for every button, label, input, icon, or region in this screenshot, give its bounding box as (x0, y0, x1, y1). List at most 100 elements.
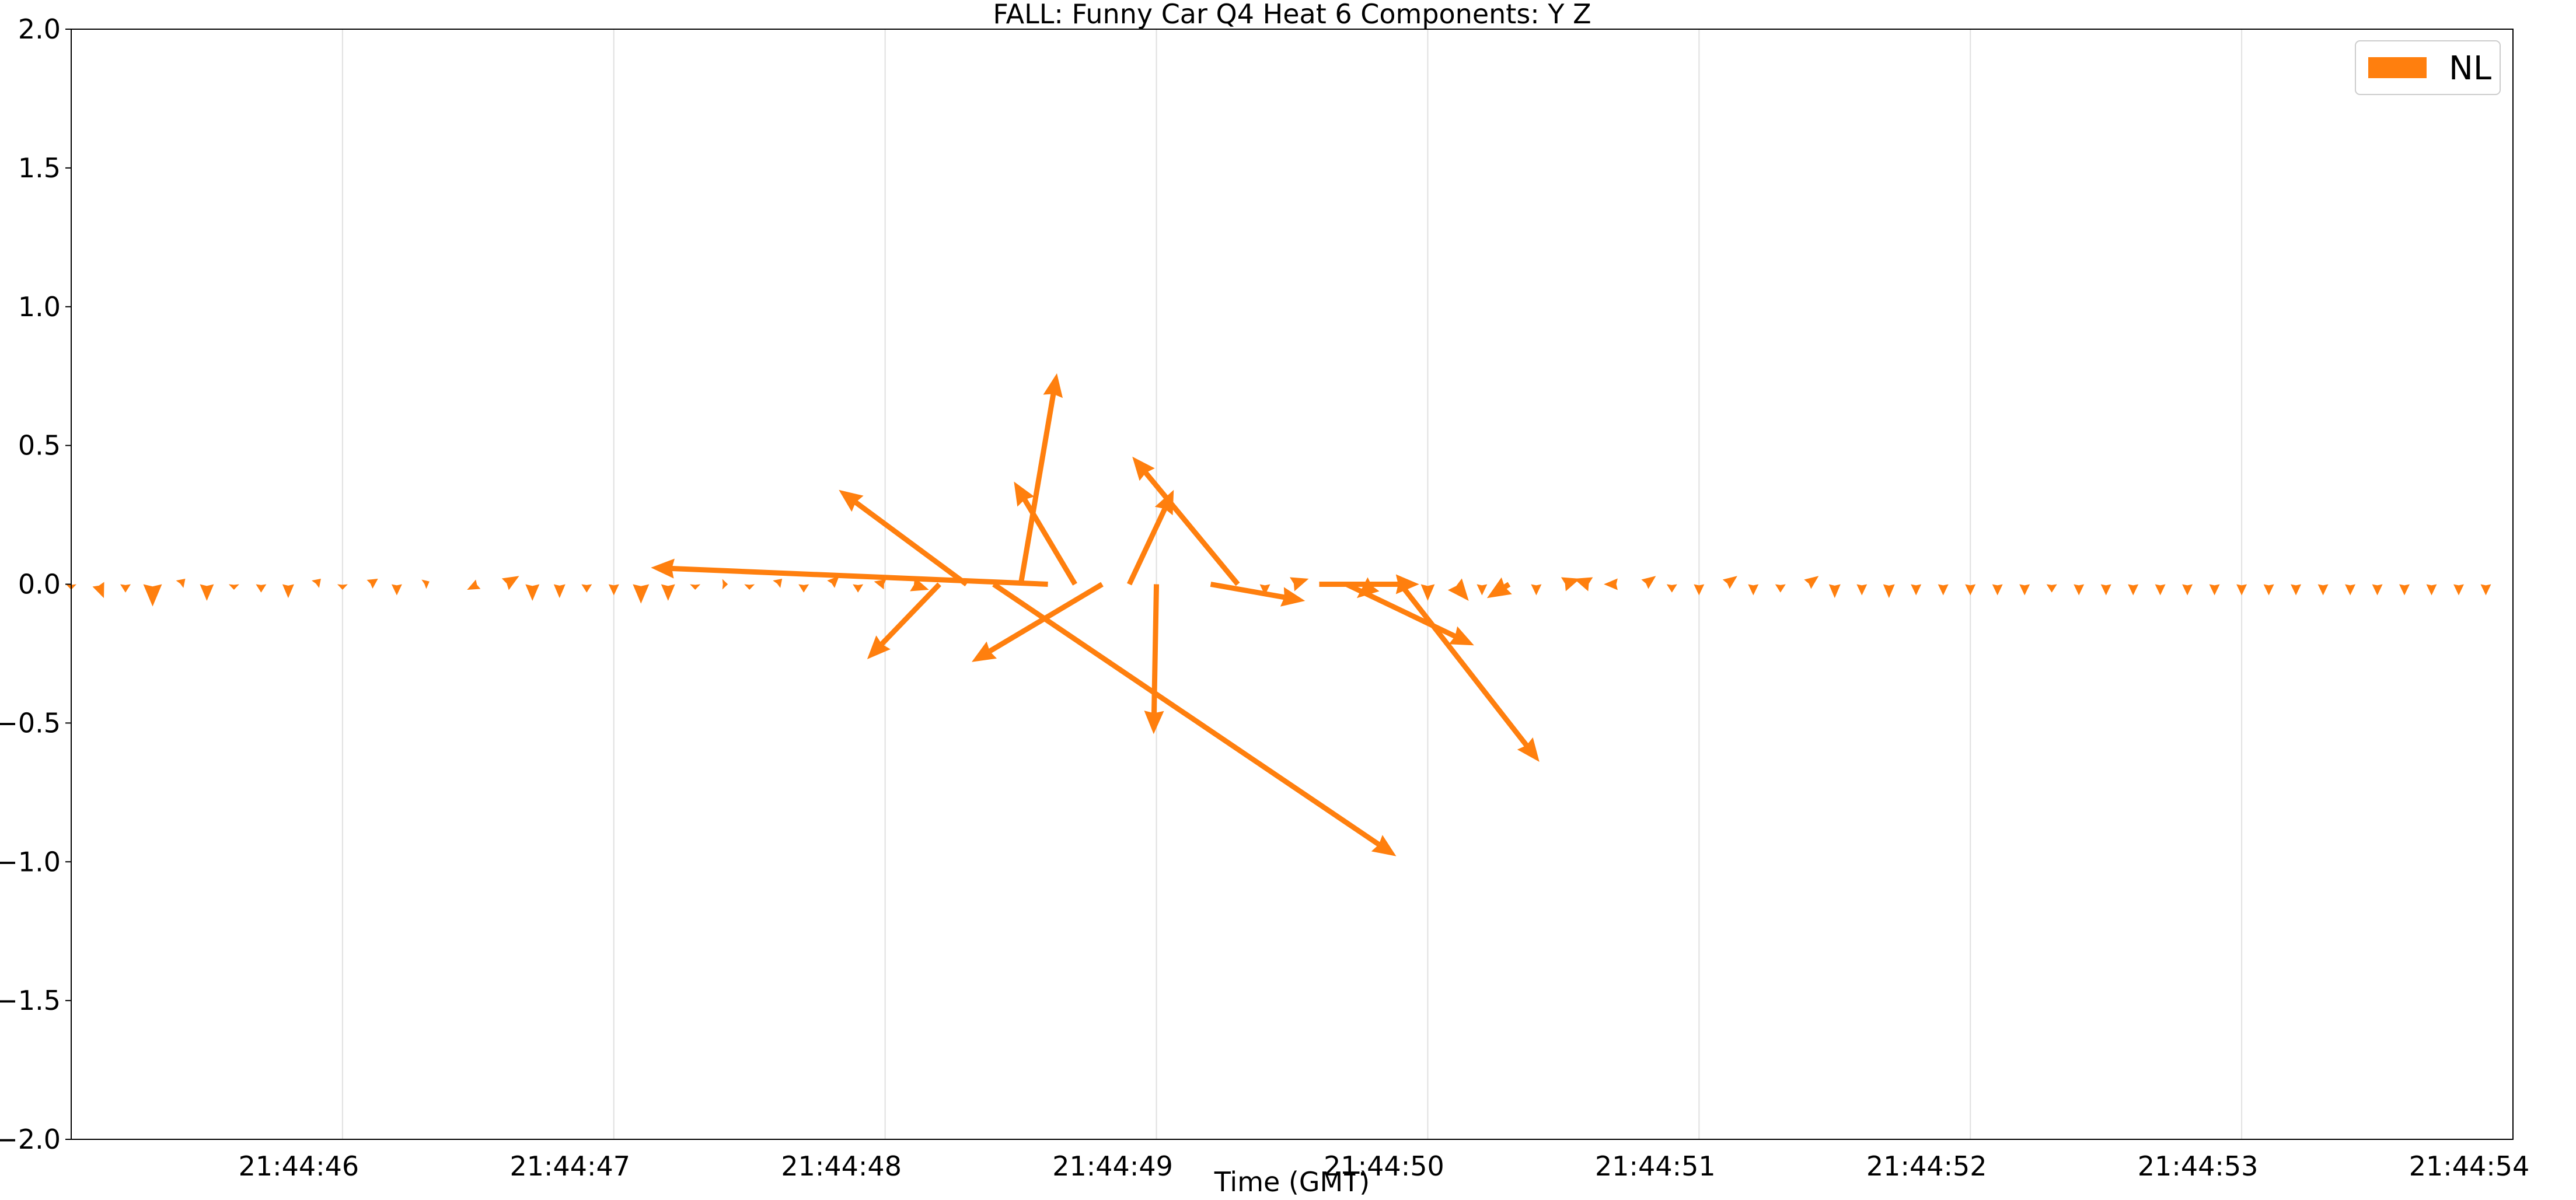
y-tick-label: 1.0 (18, 291, 61, 323)
grid-lines (341, 29, 2243, 1139)
quiver-arrow (1965, 584, 1976, 596)
quiver-arrow (391, 584, 402, 596)
quiver-arrow (2372, 584, 2383, 596)
y-tick-label: 1.5 (18, 152, 61, 184)
quiver-arrow (1447, 578, 1469, 601)
quiver-arrow (1938, 584, 1949, 596)
quiver-arrow (853, 584, 864, 593)
quiver-arrow (2019, 584, 2030, 596)
quiver-arrow (1804, 576, 1819, 589)
x-tick-label: 21:44:52 (1866, 1150, 1987, 1182)
quiver-arrow (143, 584, 162, 607)
y-tick-label: −2.0 (0, 1124, 61, 1155)
quiver-arrow (1398, 582, 1540, 762)
quiver-arrow (2480, 584, 2491, 596)
x-tick-label: 21:44:48 (781, 1150, 902, 1182)
quiver-arrow (661, 584, 675, 601)
quiver-arrow (228, 584, 239, 590)
quiver-arrow (827, 576, 839, 588)
quiver-arrow (2128, 584, 2139, 596)
quiver-arrow (1604, 578, 1618, 590)
x-tick-label: 21:44:53 (2138, 1150, 2259, 1182)
quiver-arrow (608, 584, 619, 596)
quiver-arrow (120, 584, 131, 593)
quiver-arrow (651, 558, 1048, 587)
quiver-arrow (1144, 584, 1164, 734)
quiver-arrow (2046, 584, 2057, 593)
quiver-arrow (2263, 584, 2274, 596)
quiver-arrow (1259, 584, 1270, 596)
quiver-arrow (1477, 584, 1488, 596)
quiver-arrow (1856, 584, 1868, 596)
legend-swatch (2368, 57, 2427, 78)
x-tick-label: 21:44:54 (2409, 1150, 2530, 1182)
quiver-arrow (1531, 584, 1542, 596)
x-tick-label: 21:44:50 (1324, 1150, 1444, 1182)
y-tick-label: −1.0 (0, 846, 61, 877)
quiver-arrow (1694, 584, 1705, 596)
quiver-arrow (2182, 584, 2193, 596)
quiver-arrow (1014, 481, 1077, 586)
quiver-arrow (2100, 584, 2111, 596)
quiver-arrow (2291, 584, 2302, 596)
quiver-arrow (2399, 584, 2410, 596)
x-axis-label: Time (GMT) (1214, 1166, 1370, 1198)
quiver-arrow (1573, 577, 1593, 592)
quiver-arrow (992, 582, 1397, 856)
quiver-arrow (972, 582, 1104, 662)
quiver-arrow (1356, 577, 1380, 599)
quiver-arrow (1210, 582, 1306, 607)
y-tick-label: −1.5 (0, 985, 61, 1016)
quiver-arrow (92, 582, 104, 599)
quiver-arrow (1126, 489, 1174, 586)
legend-box (2355, 40, 2501, 95)
quiver-arrow (1992, 584, 2003, 596)
quiver-arrow (744, 584, 755, 590)
x-tick-label: 21:44:49 (1052, 1150, 1173, 1182)
quiver-arrow (722, 579, 728, 590)
quiver-arrow (1641, 576, 1656, 589)
quiver-arrow (1420, 584, 1435, 601)
quiver-arrow (421, 579, 430, 589)
y-tick-label: 2.0 (18, 13, 61, 45)
quiver-arrow (874, 579, 886, 590)
x-tick-label: 21:44:47 (509, 1150, 630, 1182)
chart-title: FALL: Funny Car Q4 Heat 6 Components: Y … (993, 0, 1591, 30)
quiver-arrow (176, 579, 186, 588)
quiver-arrow (2426, 584, 2437, 596)
y-tick-label: −0.5 (0, 707, 61, 739)
quiver-arrow (1828, 584, 1841, 599)
quiver-arrow (2236, 584, 2247, 596)
quiver-arrow (1666, 584, 1677, 593)
y-tick-label: 0.0 (18, 569, 61, 600)
quiver-arrow (366, 579, 378, 589)
quiver-arrow (2209, 584, 2220, 596)
legend: NL (2355, 40, 2501, 95)
quiver-arrow (773, 579, 783, 588)
quiver-arrow (1486, 577, 1512, 599)
quiver-arrow (839, 489, 968, 587)
quiver-arrow (525, 584, 540, 601)
quiver-arrow (1290, 577, 1309, 592)
quiver-arrow (2074, 584, 2085, 596)
quiver-arrow (633, 584, 650, 604)
quiver-arrow (256, 584, 267, 593)
quiver-arrow (337, 584, 348, 590)
y-tick-label: 0.5 (18, 430, 61, 461)
quiver-arrow (867, 582, 941, 659)
x-tick-label: 21:44:46 (239, 1150, 359, 1182)
quiver-arrow (1132, 456, 1240, 586)
y-axis-ticks: 2.0 1.5 1.0 0.5 0.0 −0.5 −1.0 −1.5 −2.0 (0, 13, 71, 1155)
quiver-arrow (2155, 584, 2166, 596)
quiver-arrow (1561, 577, 1580, 592)
quiver-arrow (1775, 584, 1786, 593)
quiver-arrow (581, 584, 592, 593)
quiver-arrow (200, 584, 214, 601)
quiver-arrow (1748, 584, 1759, 596)
quiver-arrow (1911, 584, 1922, 596)
quiver-arrow (798, 584, 809, 593)
quiver-arrow (501, 576, 519, 590)
quiver-arrow (467, 579, 481, 590)
quiver-arrow (1722, 576, 1737, 589)
